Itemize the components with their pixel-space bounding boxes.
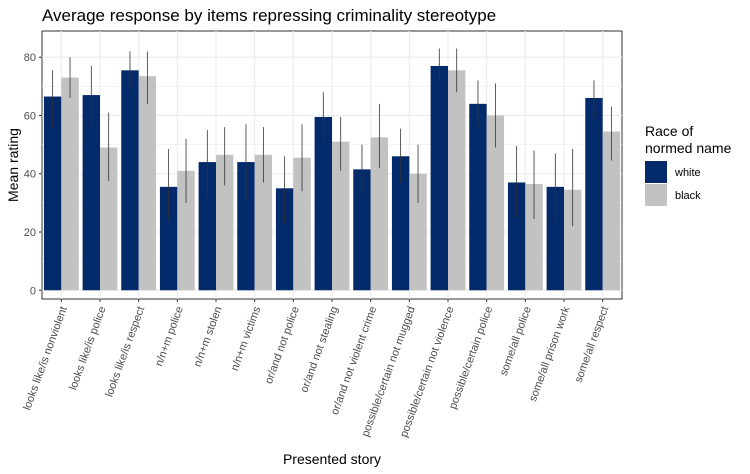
bar-black-14 — [602, 131, 621, 291]
bar-black-0 — [61, 77, 79, 291]
bar-white-14 — [585, 98, 603, 291]
bar-black-2 — [138, 76, 157, 291]
bar-white-7 — [314, 116, 332, 291]
bar-white-9 — [391, 156, 410, 291]
y-tick-label: 0 — [30, 285, 36, 297]
legend-key-white — [645, 161, 667, 183]
y-axis: 0 20 40 60 80 — [24, 52, 42, 297]
x-tick-label: looks like/is nonviolent — [21, 305, 70, 412]
bar-white-4 — [198, 162, 216, 291]
bar-black-6 — [293, 157, 311, 291]
bar-black-3 — [177, 170, 195, 291]
y-tick-label: 80 — [24, 52, 36, 64]
x-tick-label: or/and not stealing — [298, 305, 340, 394]
bar-white-10 — [430, 65, 448, 291]
x-tick-label: n/n+m police — [153, 305, 186, 368]
bar-black-8 — [370, 137, 389, 291]
bar-white-2 — [121, 70, 139, 291]
x-axis-title: Presented story — [283, 451, 381, 467]
x-tick-label: looks like/is police — [67, 305, 108, 392]
legend-label-white: white — [674, 167, 701, 179]
bar-white-3 — [159, 186, 178, 291]
x-tick-label: n/n+m victims — [229, 304, 264, 372]
y-tick-label: 20 — [24, 227, 36, 239]
bar-white-8 — [353, 169, 371, 291]
bar-white-11 — [469, 103, 487, 291]
x-tick-label: or/and not police — [263, 305, 302, 386]
legend: Race of normed name white black — [645, 123, 732, 206]
bar-white-6 — [275, 188, 294, 291]
bar-white-12 — [507, 182, 526, 291]
bars — [43, 65, 621, 291]
y-tick-label: 60 — [24, 110, 36, 122]
bar-white-1 — [82, 95, 100, 291]
bar-white-13 — [546, 186, 564, 291]
bar-black-13 — [564, 189, 582, 291]
legend-label-black: black — [675, 190, 701, 202]
bar-white-5 — [237, 162, 255, 291]
error-bars — [52, 48, 612, 227]
y-tick-label: 40 — [24, 169, 36, 181]
bar-black-5 — [254, 154, 273, 291]
x-tick-label: possible/certain police — [447, 305, 495, 411]
bar-black-11 — [486, 115, 505, 291]
y-axis-title: Mean rating — [5, 128, 21, 202]
bar-black-9 — [409, 173, 427, 291]
x-tick-label: some/all police — [498, 305, 534, 377]
bar-white-0 — [43, 96, 62, 291]
x-tick-label: looks like/is respect — [103, 305, 147, 399]
x-tick-label: some/all prison work — [527, 304, 573, 403]
bar-black-7 — [332, 141, 350, 291]
chart-title: Average response by items repressing cri… — [42, 6, 496, 25]
bar-black-12 — [525, 183, 543, 291]
x-tick-label: n/n+m stolen — [192, 305, 225, 369]
bar-black-4 — [216, 154, 234, 291]
bar-black-10 — [448, 70, 466, 291]
legend-key-black — [645, 184, 667, 206]
legend-title-line-2: normed name — [645, 140, 732, 156]
legend-title-line-1: Race of — [645, 123, 693, 139]
x-tick-label: some/all respect — [573, 305, 612, 384]
bar-black-1 — [100, 147, 118, 291]
